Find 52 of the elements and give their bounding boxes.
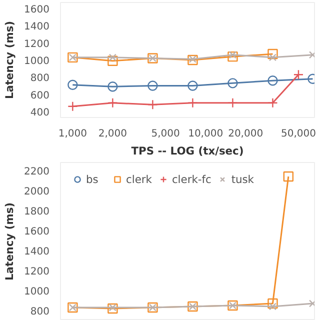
- y-tick-label: 1800: [24, 206, 50, 218]
- point: [68, 80, 78, 90]
- point: [188, 55, 196, 63]
- point: [148, 80, 158, 91]
- point: [268, 98, 278, 108]
- point: [108, 82, 118, 92]
- point: [148, 100, 158, 110]
- y-tick-label: 800: [30, 73, 50, 84]
- point: [188, 98, 198, 108]
- y-tick-label: 1200: [24, 38, 50, 50]
- y-tick-label: 1000: [24, 56, 50, 67]
- y-tick-label: 1000: [24, 286, 50, 298]
- point: [228, 78, 238, 88]
- legend-label: tusk: [231, 172, 254, 186]
- point: [228, 98, 238, 108]
- point: [108, 303, 118, 314]
- point: [268, 54, 276, 62]
- point: [108, 54, 116, 62]
- y-tick-label: 1400: [24, 246, 50, 258]
- point: [108, 56, 118, 66]
- y-axis-title: Latency (ms): [3, 202, 16, 281]
- y-tick-label: 1600: [24, 226, 50, 238]
- y-tick-label: 600: [30, 90, 50, 102]
- point: [268, 76, 278, 86]
- point: [68, 101, 78, 112]
- x-tick-label: 20,000: [228, 128, 264, 140]
- y-tick-label: 1200: [24, 266, 50, 278]
- point: [188, 80, 198, 91]
- legend-label: clerk: [126, 172, 152, 186]
- point: [228, 51, 238, 62]
- x-tick-label: 1,000: [58, 128, 87, 140]
- y-tick-label: 800: [30, 306, 50, 318]
- x-tick-label: 10,000: [188, 128, 224, 140]
- y-tick-label: 2000: [24, 186, 50, 198]
- point: [268, 302, 276, 310]
- x-tick-label: 5,000: [151, 128, 180, 140]
- y-tick-label: 1600: [24, 4, 50, 16]
- point: [188, 54, 198, 66]
- x-axis-title: TPS -- LOG (tx/sec): [131, 144, 244, 158]
- point: [268, 48, 278, 60]
- point: [108, 304, 116, 312]
- y-tick-label: 1400: [24, 22, 50, 33]
- y-tick-label: 2200: [24, 166, 50, 178]
- point: [268, 298, 278, 309]
- point: [108, 98, 118, 108]
- x-tick-label: 50,000: [280, 128, 316, 140]
- x-tick-label: 2,000: [98, 128, 127, 140]
- legend-label: bs: [86, 172, 100, 186]
- y-axis-title: Latency (ms): [3, 20, 16, 100]
- point: [228, 51, 236, 59]
- y-tick-label: 400: [30, 107, 50, 118]
- legend-label: clerk-fc: [172, 172, 212, 186]
